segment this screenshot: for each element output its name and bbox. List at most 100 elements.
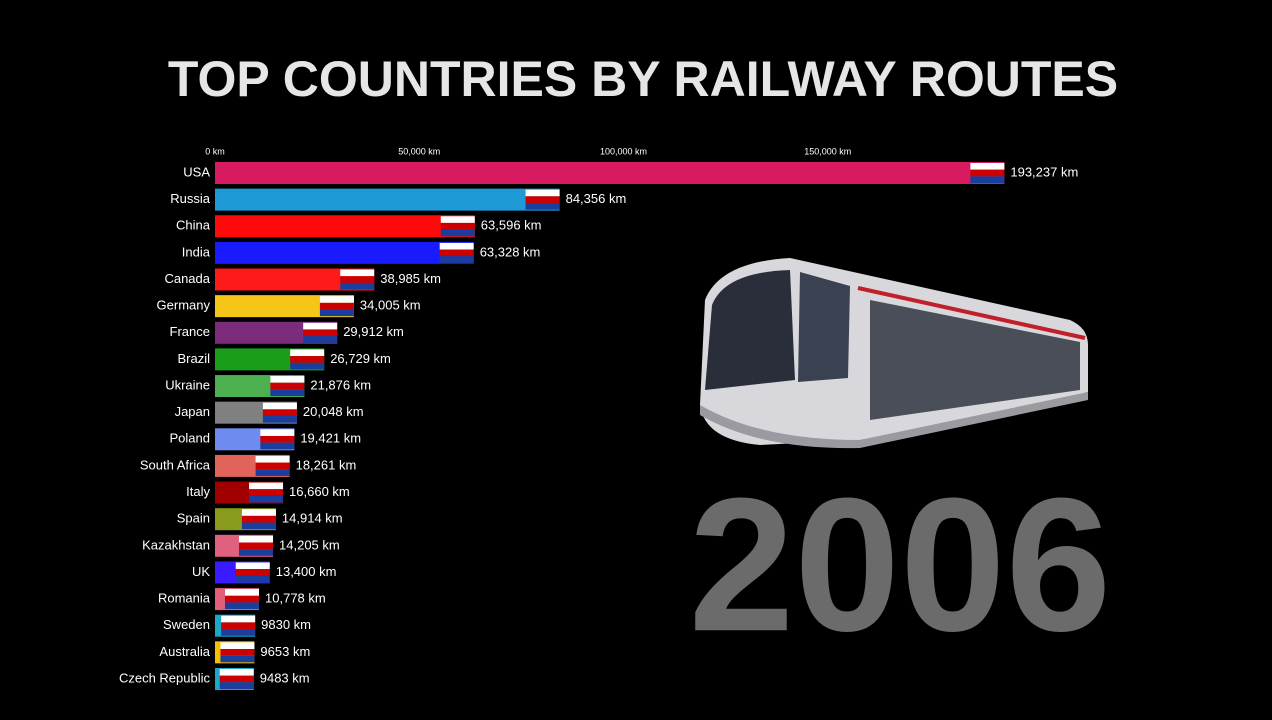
category-label: Spain (177, 511, 210, 526)
flag-icon (525, 196, 560, 203)
category-label: Japan (175, 404, 210, 419)
value-label: 38,985 km (380, 271, 441, 286)
flag-icon (235, 569, 270, 576)
flag-icon (303, 329, 338, 337)
flag-icon (241, 509, 276, 516)
flag-icon (235, 575, 270, 583)
category-label: Canada (164, 271, 210, 286)
flag-icon (221, 615, 256, 623)
flag-icon (249, 482, 284, 490)
value-label: 26,729 km (330, 351, 391, 366)
value-label: 84,356 km (566, 191, 627, 206)
flag-icon (260, 442, 295, 450)
bar (215, 162, 1005, 184)
flag-icon (439, 249, 474, 257)
flag-icon (340, 282, 375, 290)
flag-icon (270, 376, 305, 383)
flag-icon (262, 416, 297, 423)
value-label: 193,237 km (1010, 164, 1078, 179)
value-label: 14,914 km (282, 511, 343, 526)
flag-icon (260, 435, 295, 443)
flag-icon (225, 602, 260, 610)
flag-icon (340, 276, 375, 283)
flag-icon (221, 622, 256, 630)
value-label: 19,421 km (300, 431, 361, 446)
category-label: Ukraine (165, 377, 210, 392)
value-label: 13,400 km (276, 564, 337, 579)
flag-icon (255, 469, 290, 476)
category-label: Brazil (177, 351, 210, 366)
flag-icon (970, 163, 1005, 170)
flag-icon (219, 682, 254, 689)
flag-icon (239, 535, 274, 543)
value-label: 63,596 km (481, 218, 542, 233)
bar (215, 295, 354, 318)
flag-icon (220, 649, 255, 656)
flag-icon (970, 176, 1005, 183)
flag-icon (290, 356, 325, 363)
category-label: Russia (170, 191, 211, 206)
value-label: 18,261 km (296, 457, 357, 472)
flag-icon (290, 349, 325, 357)
category-label: Australia (159, 644, 210, 659)
flag-icon (439, 242, 474, 250)
category-label: UK (192, 564, 210, 579)
flag-icon (249, 489, 284, 496)
flag-icon (440, 229, 475, 237)
value-label: 34,005 km (360, 298, 421, 313)
x-tick-label: 50,000 km (398, 146, 440, 156)
flag-icon (221, 629, 256, 636)
value-label: 9653 km (260, 644, 310, 659)
flag-icon (262, 409, 297, 417)
flag-icon (220, 642, 255, 650)
x-tick-label: 0 km (205, 146, 225, 156)
category-label: Czech Republic (119, 670, 211, 685)
flag-icon (319, 302, 354, 310)
flag-icon (239, 549, 274, 556)
flag-icon (319, 309, 354, 317)
flag-icon (262, 402, 297, 410)
flag-icon (319, 296, 354, 303)
flag-icon (970, 169, 1005, 177)
bar (215, 241, 474, 264)
category-label: Poland (170, 431, 210, 446)
x-tick-label: 100,000 km (600, 146, 647, 156)
flag-icon (440, 222, 475, 230)
bar (215, 188, 560, 211)
flag-icon (270, 382, 305, 390)
flag-icon (525, 202, 560, 210)
flag-icon (525, 189, 560, 197)
category-label: Italy (186, 484, 210, 499)
flag-icon (439, 256, 474, 263)
flag-icon (219, 675, 254, 683)
value-label: 14,205 km (279, 537, 340, 552)
flag-icon (241, 515, 276, 523)
flag-icon (225, 595, 260, 603)
flag-icon (255, 462, 290, 470)
year-annotation: 2006 (689, 459, 1112, 671)
flag-icon (303, 336, 338, 343)
value-label: 10,778 km (265, 591, 326, 606)
category-label: USA (183, 164, 210, 179)
flag-icon (290, 362, 325, 370)
flag-icon (241, 522, 276, 530)
category-label: China (176, 218, 211, 233)
flag-icon (440, 216, 475, 223)
value-label: 20,048 km (303, 404, 364, 419)
x-tick-label: 150,000 km (804, 146, 851, 156)
category-label: South Africa (140, 457, 211, 472)
value-label: 63,328 km (480, 244, 541, 259)
flag-icon (270, 389, 305, 397)
chart-title: TOP COUNTRIES BY RAILWAY ROUTES (168, 51, 1118, 107)
flag-icon (255, 455, 290, 463)
flag-icon (249, 495, 284, 503)
category-label: Kazakhstan (142, 537, 210, 552)
category-label: Sweden (163, 617, 210, 632)
value-label: 29,912 km (343, 324, 404, 339)
flag-icon (340, 269, 375, 277)
flag-icon (239, 542, 274, 550)
bar (215, 215, 475, 238)
train-illustration (700, 258, 1088, 449)
